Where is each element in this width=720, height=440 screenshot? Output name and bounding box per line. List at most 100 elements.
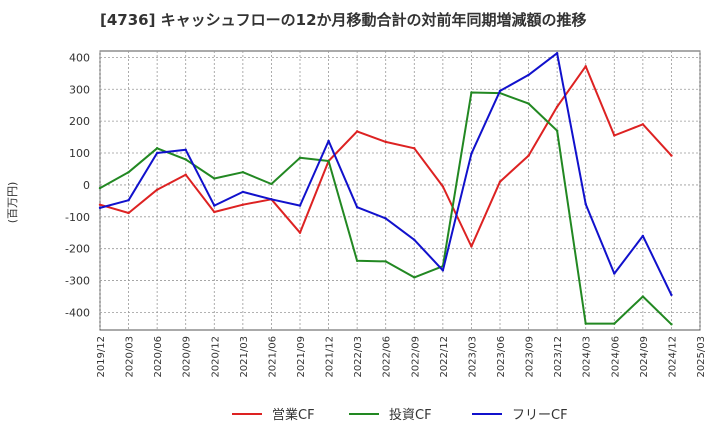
y-tick-label: 200 — [69, 115, 90, 128]
x-tick-label: 2020/12 — [210, 336, 221, 378]
data-point — [613, 134, 616, 137]
data-point — [184, 158, 187, 161]
legend-label: フリーCF — [512, 408, 568, 423]
data-point — [384, 260, 387, 263]
data-point — [355, 130, 359, 133]
data-point — [470, 152, 473, 155]
y-tick-label: -300 — [65, 275, 90, 288]
data-point — [470, 245, 473, 248]
data-point — [670, 293, 673, 297]
data-point — [527, 154, 530, 157]
data-point — [298, 231, 302, 234]
data-point — [127, 170, 130, 174]
x-tick-label: 2019/12 — [96, 336, 107, 378]
data-point — [641, 123, 645, 126]
data-point — [555, 52, 559, 55]
x-tick-label: 2020/09 — [182, 336, 193, 378]
chart-title: [4736] キャッシュフローの12か月移動合計の対前年同期増減額の推移 — [100, 11, 587, 29]
x-tick-label: 2023/09 — [525, 336, 536, 378]
data-point — [413, 147, 416, 150]
x-tick-label: 2021/03 — [239, 336, 250, 378]
x-tick-label: 2023/12 — [553, 336, 564, 378]
y-tick-label: 400 — [69, 51, 90, 64]
data-point — [298, 156, 302, 160]
x-tick-label: 2022/09 — [410, 336, 421, 378]
data-point — [127, 199, 130, 202]
data-point — [470, 91, 473, 94]
x-tick-label: 2024/03 — [582, 336, 593, 378]
y-tick-label: -100 — [65, 211, 90, 224]
x-tick-label: 2025/03 — [696, 336, 707, 378]
legend-label: 営業CF — [272, 407, 315, 423]
series-layer — [98, 52, 673, 326]
x-tick-label: 2023/03 — [467, 336, 478, 378]
grid-layer — [99, 50, 701, 331]
data-point — [327, 139, 330, 143]
data-point — [527, 102, 530, 105]
y-tick-label: -200 — [65, 243, 90, 256]
data-point — [498, 89, 502, 93]
data-point — [241, 190, 245, 194]
data-point — [98, 206, 102, 210]
x-tick-label: 2020/06 — [153, 336, 164, 378]
plot-frame — [99, 50, 701, 331]
axes-layer: 400 300 200 100 0 -100 -200 -300 -400 2019/12 2020… — [6, 51, 707, 377]
x-tick-label: 2020/03 — [125, 336, 136, 378]
data-point — [327, 159, 330, 163]
data-point — [584, 65, 587, 68]
data-point — [555, 129, 559, 132]
data-point — [155, 147, 159, 150]
data-point — [641, 234, 645, 238]
y-axis-label: (百万円) — [6, 182, 19, 224]
x-tick-label: 2023/06 — [496, 336, 507, 378]
data-point — [441, 185, 445, 188]
data-point — [613, 322, 616, 325]
x-tick-label: 2022/06 — [382, 336, 393, 378]
data-point — [384, 140, 387, 144]
y-tick-label: 0 — [83, 179, 90, 192]
data-point — [355, 206, 359, 209]
data-point — [213, 177, 216, 180]
data-point — [270, 198, 273, 201]
data-point — [213, 204, 216, 207]
x-tick-label: 2024/09 — [639, 336, 650, 378]
x-tick-label: 2022/12 — [439, 336, 450, 378]
data-point — [555, 105, 559, 109]
data-point — [270, 182, 273, 186]
data-point — [670, 154, 673, 157]
data-point — [441, 269, 445, 272]
y-tick-label: 100 — [69, 147, 90, 160]
data-point — [384, 217, 387, 220]
data-point — [155, 151, 159, 155]
data-point — [355, 259, 359, 263]
x-tick-label: 2021/12 — [325, 336, 336, 378]
data-point — [613, 272, 616, 275]
x-tick-label: 2024/06 — [610, 336, 621, 378]
x-tick-label: 2022/03 — [353, 336, 364, 378]
data-point — [413, 276, 416, 279]
data-point — [127, 211, 130, 215]
data-point — [98, 203, 102, 206]
x-tick-label: 2021/09 — [296, 336, 307, 378]
data-point — [498, 180, 502, 183]
data-point — [413, 238, 416, 241]
data-point — [213, 210, 216, 214]
data-point — [641, 295, 645, 298]
data-point — [298, 204, 302, 207]
x-tick-label: 2021/06 — [267, 336, 278, 378]
data-point — [98, 186, 102, 190]
y-tick-label: -400 — [65, 306, 90, 319]
x-tick-label: 2024/12 — [667, 336, 678, 378]
legend-label: 投資CF — [389, 407, 432, 423]
data-point — [241, 203, 245, 206]
data-point — [584, 322, 587, 325]
y-tick-label: 300 — [69, 83, 90, 96]
data-point — [584, 202, 587, 206]
data-point — [527, 73, 530, 77]
data-point — [184, 173, 187, 176]
legend: 営業CF 投資CF フリーCF — [232, 407, 568, 423]
data-point — [155, 188, 159, 191]
data-point — [241, 170, 245, 174]
